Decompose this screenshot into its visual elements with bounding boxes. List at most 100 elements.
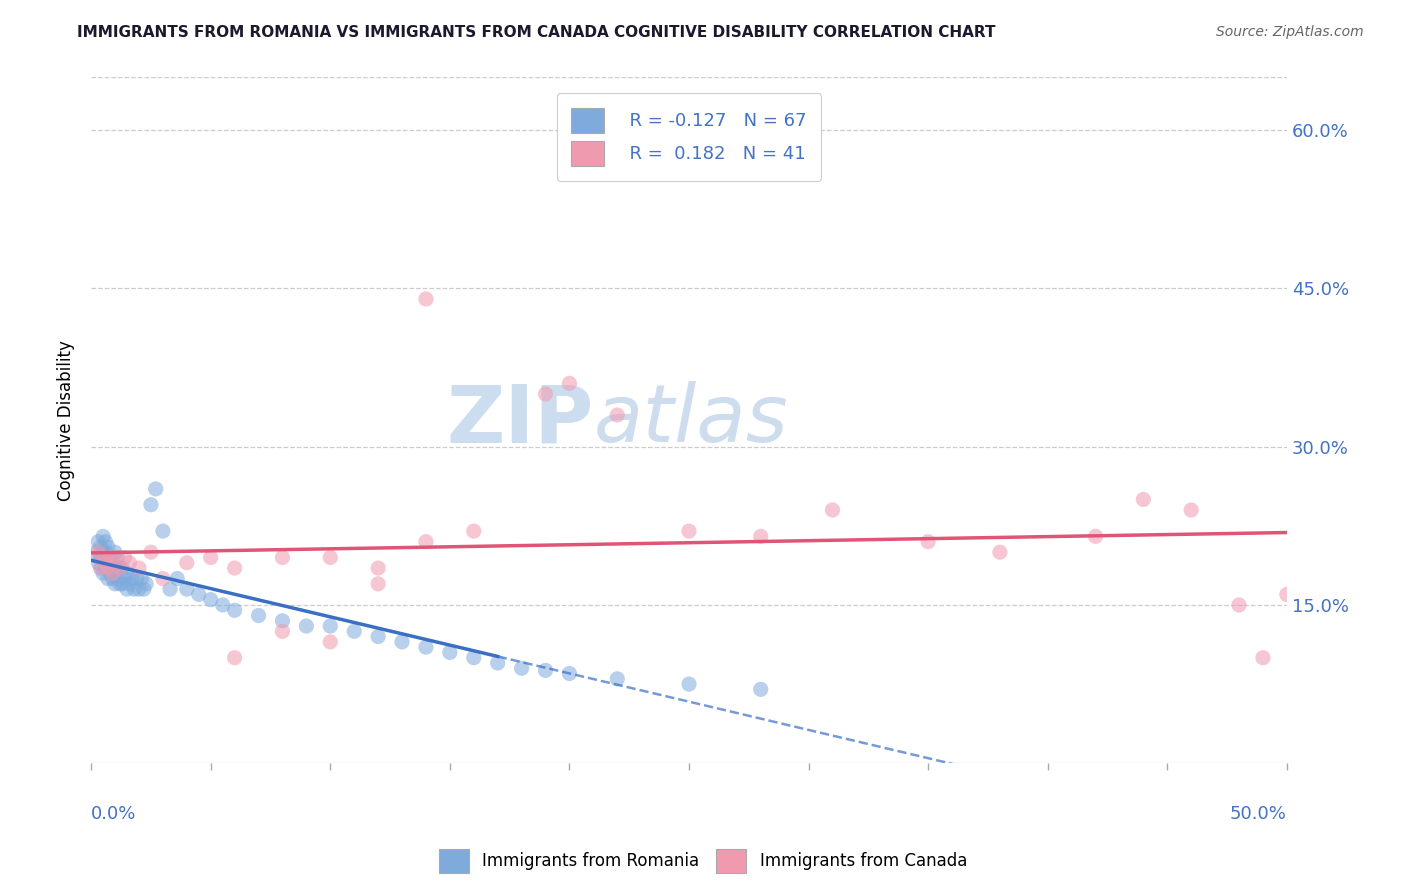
Point (107, 572, 129, 586)
Point (295, 619, 318, 633)
Point (1251, 650, 1274, 665)
Point (128, 561, 150, 575)
Text: IMMIGRANTS FROM ROMANIA VS IMMIGRANTS FROM CANADA COGNITIVE DISABILITY CORRELATI: IMMIGRANTS FROM ROMANIA VS IMMIGRANTS FR… (77, 25, 995, 40)
Point (98, 566, 121, 581)
Y-axis label: Cognitive Disability: Cognitive Disability (58, 340, 75, 500)
Point (271, 624, 294, 639)
Point (101, 556, 124, 570)
Point (558, 666, 581, 681)
Point (988, 545, 1011, 559)
Point (415, 292, 437, 306)
Point (104, 577, 127, 591)
Point (319, 635, 342, 649)
Point (224, 603, 246, 617)
Point (200, 592, 222, 607)
Point (97, 561, 120, 575)
Point (439, 645, 461, 659)
Point (367, 630, 389, 644)
Point (534, 664, 557, 678)
Point (108, 577, 131, 591)
Point (111, 577, 134, 591)
Point (121, 572, 143, 586)
Point (87, 556, 110, 570)
Point (152, 572, 174, 586)
Point (606, 408, 628, 422)
Point (131, 572, 153, 586)
Point (90, 561, 112, 575)
Point (91, 566, 114, 581)
Point (94, 561, 117, 575)
Point (678, 677, 700, 691)
Point (247, 608, 270, 623)
Point (139, 498, 162, 512)
Point (98, 550, 121, 565)
Point (101, 572, 124, 586)
Point (97, 572, 120, 586)
Point (91, 550, 114, 565)
Point (94, 545, 117, 559)
Point (558, 376, 581, 391)
Point (678, 524, 700, 538)
Text: atlas: atlas (593, 381, 789, 459)
Point (125, 572, 148, 586)
Point (415, 640, 437, 655)
Text: 0.0%: 0.0% (91, 805, 136, 823)
Point (749, 529, 772, 543)
Point (463, 650, 485, 665)
Point (87, 534, 110, 549)
Point (1180, 503, 1202, 517)
Point (115, 582, 138, 596)
Point (104, 550, 127, 565)
Point (176, 582, 198, 596)
Point (606, 672, 628, 686)
Point (118, 556, 141, 570)
Point (87, 545, 110, 559)
Point (1132, 492, 1154, 507)
Point (122, 582, 145, 596)
Point (271, 614, 294, 628)
Point (108, 561, 131, 575)
Point (534, 387, 557, 401)
Point (91, 545, 114, 559)
Point (139, 545, 162, 559)
Point (91, 550, 114, 565)
Point (319, 550, 342, 565)
Point (1084, 529, 1107, 543)
Point (486, 656, 509, 670)
Legend:   R = -0.127   N = 67,   R =  0.182   N = 41: R = -0.127 N = 67, R = 0.182 N = 41 (557, 94, 821, 180)
Point (224, 650, 246, 665)
Text: Source: ZipAtlas.com: Source: ZipAtlas.com (1216, 25, 1364, 39)
Point (90, 550, 112, 565)
Point (114, 572, 136, 586)
Point (97, 540, 120, 554)
Point (145, 482, 167, 496)
Point (415, 534, 437, 549)
Point (200, 550, 222, 565)
Point (111, 561, 134, 575)
Text: 50.0%: 50.0% (1230, 805, 1286, 823)
Point (104, 561, 127, 575)
Point (114, 550, 136, 565)
Point (107, 550, 129, 565)
Point (917, 534, 939, 549)
Point (115, 566, 138, 581)
Point (84, 545, 107, 559)
Point (463, 524, 485, 538)
Point (94, 556, 117, 570)
Point (166, 572, 188, 586)
Point (135, 577, 157, 591)
Point (97, 550, 120, 565)
Point (391, 635, 413, 649)
Point (104, 545, 127, 559)
Text: ZIP: ZIP (446, 381, 593, 459)
Point (271, 550, 294, 565)
Point (224, 561, 246, 575)
Point (159, 582, 181, 596)
Point (118, 577, 141, 591)
Point (98, 550, 121, 565)
Point (101, 566, 124, 581)
Point (176, 556, 198, 570)
Point (108, 561, 131, 575)
Point (367, 577, 389, 591)
Point (211, 598, 233, 612)
